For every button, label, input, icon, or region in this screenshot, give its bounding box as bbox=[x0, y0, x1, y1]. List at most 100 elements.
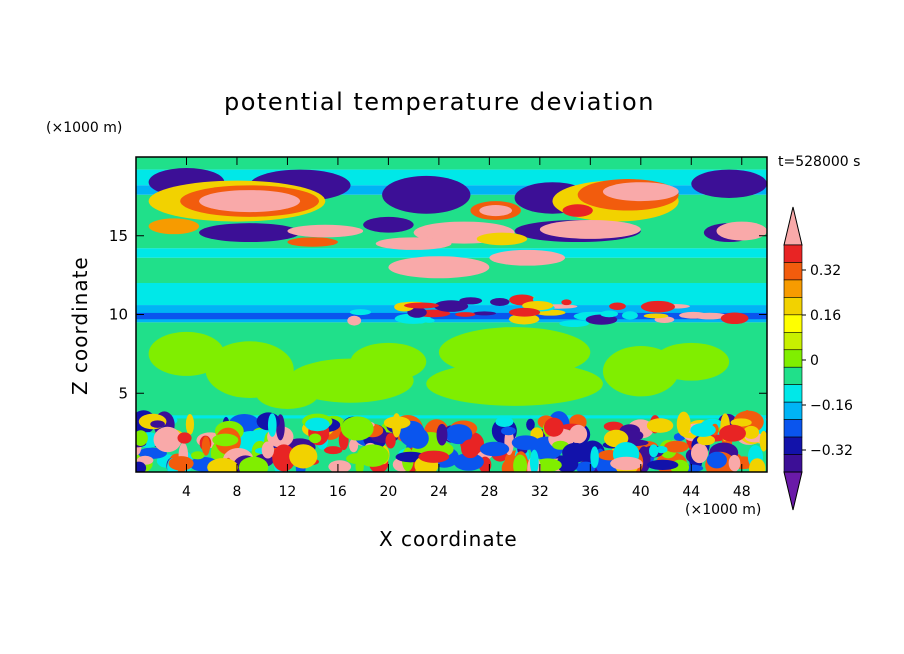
boundary-patch bbox=[728, 454, 741, 472]
boundary-patch bbox=[696, 435, 716, 446]
colorbar-swatch bbox=[783, 244, 803, 263]
boundary-patch bbox=[479, 441, 510, 457]
boundary-patch bbox=[562, 442, 589, 463]
boundary-patch bbox=[168, 456, 194, 471]
upper-structure bbox=[148, 218, 200, 235]
x-tick-label: 36 bbox=[581, 484, 599, 500]
tropopause-patch bbox=[415, 317, 426, 324]
colorbar-swatch bbox=[783, 384, 803, 403]
boundary-patch bbox=[445, 424, 473, 445]
colorbar-label: −0.16 bbox=[810, 398, 853, 414]
boundary-patch bbox=[655, 445, 668, 454]
tropopause-patch bbox=[459, 297, 483, 305]
upper-structure bbox=[199, 223, 301, 243]
x-tick-label: 24 bbox=[430, 484, 448, 500]
light-green-patch bbox=[350, 342, 427, 381]
boundary-patch bbox=[201, 436, 211, 456]
x-axis-title: X coordinate bbox=[379, 527, 518, 551]
upper-structure bbox=[716, 221, 767, 241]
contour-band bbox=[136, 248, 767, 258]
boundary-patch bbox=[690, 423, 716, 437]
x-tick-label: 12 bbox=[279, 484, 297, 500]
band-top bbox=[136, 157, 767, 170]
x-tick-label: 8 bbox=[232, 484, 241, 500]
boundary-patch bbox=[238, 456, 269, 472]
boundary-patch bbox=[308, 433, 322, 444]
x-ticks: 4 8 12 16 20 24 28 32 36 40 44 48 bbox=[182, 157, 751, 500]
upper-structure bbox=[476, 232, 528, 246]
colorbar-swatch bbox=[783, 419, 803, 438]
boundary-patch bbox=[526, 418, 535, 431]
colorbar-label: 0.32 bbox=[810, 263, 841, 279]
colorbar-swatch bbox=[783, 332, 803, 351]
colorbar: 0.32 0.16 0 −0.16 −0.32 bbox=[783, 206, 853, 511]
boundary-patch bbox=[356, 444, 389, 467]
boundary-patch bbox=[153, 426, 182, 453]
boundary-patch bbox=[323, 446, 343, 455]
upper-structure bbox=[489, 249, 566, 266]
boundary-patch bbox=[207, 458, 239, 472]
boundary-patch bbox=[289, 444, 318, 469]
tropopause-patch bbox=[561, 299, 572, 306]
tropopause-patch bbox=[455, 312, 476, 317]
contour-band bbox=[136, 415, 767, 421]
boundary-patch bbox=[177, 432, 192, 444]
colorbar-swatch bbox=[783, 279, 803, 298]
boundary-patch bbox=[407, 427, 429, 449]
x-tick-label: 48 bbox=[733, 484, 751, 500]
boundary-patch bbox=[305, 417, 330, 432]
boundary-patch bbox=[534, 458, 562, 472]
light-green-patch bbox=[426, 361, 603, 406]
upper-structure bbox=[562, 204, 593, 217]
colorbar-swatch bbox=[783, 436, 803, 455]
x-tick-label: 20 bbox=[379, 484, 397, 500]
x-tick-label: 16 bbox=[329, 484, 347, 500]
light-green-patch bbox=[653, 342, 730, 381]
x-unit-label: (×1000 m) bbox=[685, 502, 762, 518]
boundary-patch bbox=[743, 425, 760, 439]
colorbar-top-arrow bbox=[783, 206, 803, 246]
boundary-patch bbox=[590, 446, 599, 469]
tropopause-patch bbox=[433, 300, 469, 312]
upper-structure bbox=[287, 224, 364, 238]
light-green-patch bbox=[255, 377, 319, 409]
boundary-patch bbox=[730, 418, 752, 427]
y-unit-label: (×1000 m) bbox=[46, 120, 123, 136]
contour-band bbox=[136, 312, 767, 320]
boundary-patch bbox=[340, 416, 374, 441]
boundary-patch bbox=[461, 439, 480, 459]
y-ticks: 5 10 15 bbox=[109, 227, 767, 402]
boundary-patch bbox=[328, 460, 352, 472]
upper-structure bbox=[691, 169, 767, 198]
boundary-patch bbox=[623, 429, 644, 442]
x-tick-label: 44 bbox=[682, 484, 700, 500]
boundary-patch bbox=[569, 424, 588, 444]
boundary-patch bbox=[511, 435, 540, 451]
tropopause-patch bbox=[347, 315, 362, 326]
time-label: t=528000 s bbox=[778, 154, 861, 170]
tropopause-patch bbox=[404, 302, 439, 309]
x-tick-label: 40 bbox=[632, 484, 650, 500]
boundary-patch bbox=[676, 411, 691, 437]
tropopause-patch bbox=[472, 311, 497, 316]
tropopause-patch bbox=[349, 309, 372, 316]
boundary-patch bbox=[391, 413, 402, 438]
upper-structure bbox=[388, 256, 490, 279]
boundary-patch bbox=[136, 461, 147, 472]
tropopause-patch bbox=[720, 312, 749, 325]
colorbar-swatch bbox=[783, 262, 803, 281]
upper-structure bbox=[287, 237, 338, 247]
tropopause-patch bbox=[640, 300, 676, 313]
boundary-patch bbox=[436, 423, 448, 446]
upper-structure bbox=[479, 205, 513, 217]
x-tick-label: 32 bbox=[531, 484, 549, 500]
upper-structure bbox=[382, 175, 471, 214]
boundary-patch bbox=[261, 441, 275, 459]
contour-field bbox=[136, 157, 767, 472]
boundary-patch bbox=[191, 451, 205, 460]
boundary-patch bbox=[690, 443, 709, 464]
boundary-patch bbox=[649, 444, 659, 458]
colorbar-label: 0 bbox=[810, 353, 819, 369]
